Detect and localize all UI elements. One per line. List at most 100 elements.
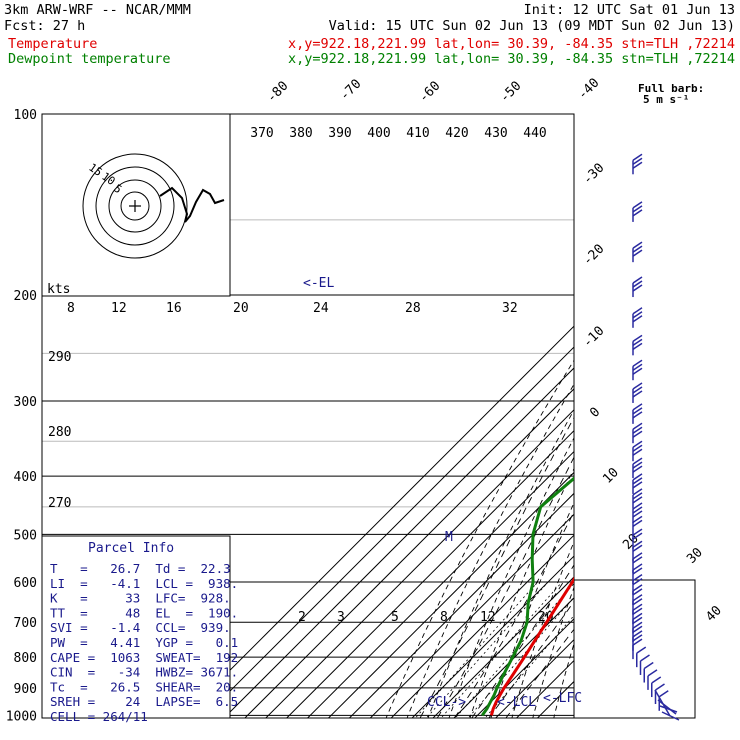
- ccl-marker: CCL->: [427, 695, 466, 710]
- wind-barb: [632, 457, 643, 479]
- mixing-ratio-line: [467, 596, 574, 718]
- wind-barb: [651, 676, 662, 698]
- wind-barb: [632, 403, 643, 424]
- hodograph-frame: [41, 113, 231, 297]
- theta-e-label: 410: [406, 126, 429, 141]
- isotherm-label: 40: [703, 603, 725, 625]
- isotherm-label: -70: [337, 77, 364, 104]
- theta-e-label: 430: [484, 126, 507, 141]
- isotherm-line: [432, 576, 574, 718]
- theta-e-label: 380: [289, 126, 312, 141]
- dry-adiabat: [594, 87, 740, 729]
- wind-barb: [632, 382, 643, 403]
- dry-adiabat: [511, 540, 574, 718]
- isotherm-line: [453, 597, 574, 718]
- isotherm-label: 10: [600, 465, 622, 487]
- mixing-ratio-line: [425, 581, 549, 718]
- pressure-tick-300: 300: [14, 395, 37, 410]
- hodo-speed-label: 20: [233, 301, 249, 316]
- hodograph-ring-15: [95, 166, 175, 246]
- dry-adiabat: [553, 642, 574, 718]
- hodo-speed-label: 8: [67, 301, 75, 316]
- isotherm-label: 20: [620, 531, 642, 553]
- wind-barb: [632, 502, 643, 523]
- wind-barb: [632, 201, 643, 222]
- pressure-tick-800: 800: [14, 651, 37, 666]
- legend-temperature: Temperature: [8, 36, 97, 52]
- pressure-tick-1000: 1000: [6, 709, 37, 724]
- wind-barb: [636, 646, 647, 668]
- parcel-info-title: Parcel Info: [88, 541, 174, 556]
- hodograph-trace: [159, 186, 225, 223]
- pressure-tick-400: 400: [14, 470, 37, 485]
- hodo-speed-label: 32: [502, 301, 518, 316]
- pressure-tick-200: 200: [14, 289, 37, 304]
- dry-adiabat: [700, 87, 740, 729]
- mixing-ratio-line: [440, 581, 563, 718]
- theta-e-label: 400: [367, 126, 390, 141]
- mixing-ratio-line: [414, 581, 538, 718]
- hodo-speed-label: 24: [313, 301, 329, 316]
- isotherm-line: [474, 618, 574, 718]
- isotherm-line: [285, 429, 574, 718]
- isotherm-line: [369, 513, 574, 718]
- isotherm-line: [265, 409, 574, 718]
- parcel-info-row: Tc = 26.5 SHEAR= 20.: [50, 679, 238, 694]
- hodo-speed-label: 12: [111, 301, 127, 316]
- mixing-ratio-label: 2: [298, 610, 306, 625]
- pressure-tick-100: 100: [14, 108, 37, 123]
- wind-barb: [632, 473, 643, 494]
- pressure-tick-500: 500: [14, 528, 37, 543]
- parcel-info-row: TT = 48 EL = 190.: [50, 605, 238, 620]
- wind-barb: [632, 638, 643, 660]
- isotherm-label: -30: [580, 161, 607, 188]
- dry-adiabat: [385, 359, 574, 718]
- wind-barb-cluster: [654, 689, 680, 721]
- temperature-location: x,y=922.18,221.99 lat,lon= 30.39, -84.35…: [288, 36, 735, 52]
- parcel-info-row: CELL = 264/11: [50, 709, 148, 724]
- mixing-ratio-label: 20: [538, 610, 554, 625]
- moist-adiabat: [454, 510, 574, 718]
- hodograph-ring-10: [108, 179, 162, 233]
- temperature-curve: [489, 576, 574, 716]
- theta-e-label: 390: [328, 126, 351, 141]
- dry-adiabat: [657, 87, 740, 729]
- dry-adiabat: [490, 501, 574, 718]
- legend-dewpoint: Dewpoint temperature: [8, 51, 171, 67]
- forecast-hour: Fcst: 27 h: [4, 18, 85, 34]
- wind-barb: [632, 276, 643, 298]
- lcl-marker: <-LCL: [497, 695, 536, 710]
- dewpoint-location: x,y=922.18,221.99 lat,lon= 30.39, -84.35…: [288, 51, 735, 67]
- dry-adiabat: [573, 87, 740, 729]
- mixing-ratio-label: 8: [440, 610, 448, 625]
- isotherm-line: [202, 346, 574, 718]
- moist-adiabat: [419, 416, 574, 718]
- hodograph-kts-label: kts: [47, 282, 70, 297]
- pressure-tick-900: 900: [14, 682, 37, 697]
- mixing-ratio-label: 5: [391, 610, 399, 625]
- dewpoint-curve: [480, 476, 574, 717]
- parcel-info-row: PW = 4.41 YGP = 0.1: [50, 635, 238, 650]
- wind-barb: [632, 241, 643, 263]
- init-time: Init: 12 UTC Sat 01 Jun 13: [524, 2, 735, 18]
- isotherm-label: 30: [684, 545, 706, 567]
- isotherm-line: [244, 388, 574, 718]
- isotherm-line: [411, 555, 574, 718]
- wind-barb: [632, 359, 643, 381]
- m-marker: M: [445, 530, 453, 545]
- valid-time: Valid: 15 UTC Sun 02 Jun 13 (09 MDT Sun …: [329, 18, 735, 34]
- isotherm-line: [223, 367, 574, 718]
- theta-label: 290: [48, 350, 71, 365]
- barb-key-title: Full barb:: [638, 82, 704, 95]
- hodo-speed-label: 28: [405, 301, 421, 316]
- pressure-tick-700: 700: [14, 616, 37, 631]
- mixing-ratio-line: [454, 582, 574, 718]
- wind-barb: [632, 440, 643, 462]
- isotherm-line: [327, 471, 574, 718]
- isotherm-label: -40: [575, 76, 602, 103]
- dry-adiabat: [406, 383, 574, 718]
- hodograph-ring-20: [82, 153, 188, 259]
- wind-barb: [658, 690, 669, 711]
- wind-barb: [632, 153, 643, 175]
- mixing-ratio-label: 12: [480, 610, 496, 625]
